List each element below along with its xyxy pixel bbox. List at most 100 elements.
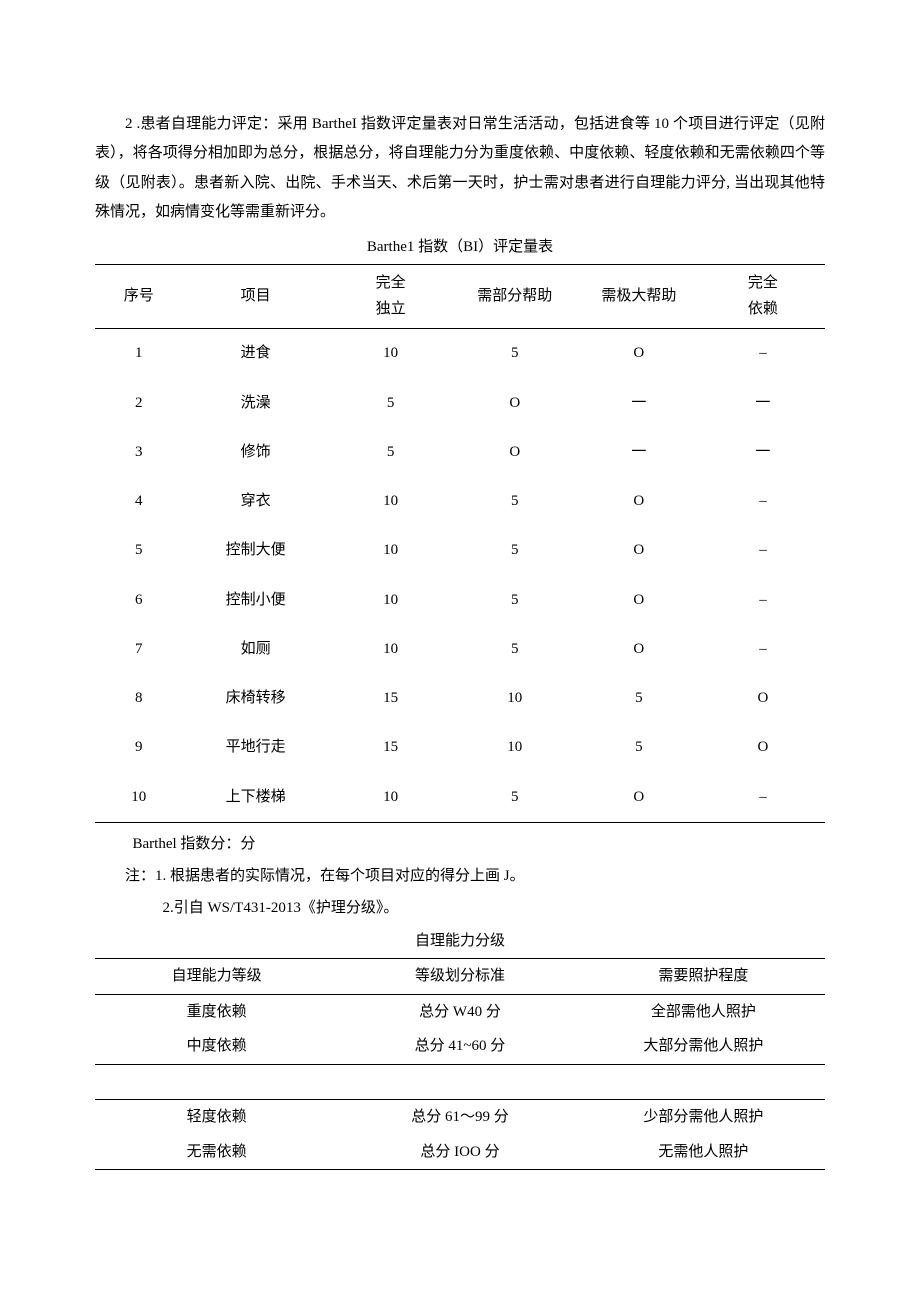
grade-th-level: 自理能力等级: [95, 959, 338, 995]
bi-cell-c1: 10: [329, 329, 453, 379]
bi-cell-c2: 5: [453, 477, 577, 526]
bi-cell-item: 如厕: [183, 625, 329, 674]
bi-cell-c3: O: [577, 625, 701, 674]
bi-cell-c3: 一: [577, 379, 701, 428]
bi-cell-c2: O: [453, 379, 577, 428]
table-row: 3修饰5O一一: [95, 428, 825, 477]
table-row: 5控制大便105O–: [95, 526, 825, 575]
bi-cell-c3: O: [577, 773, 701, 823]
table-row: 6控制小便105O–: [95, 576, 825, 625]
score-line: Barthel 指数分：分: [133, 829, 826, 859]
bi-cell-item: 上下楼梯: [183, 773, 329, 823]
bi-cell-c2: 5: [453, 625, 577, 674]
grade-cell-level: 中度依赖: [95, 1029, 338, 1064]
grade-cell-criteria: 总分 41~60 分: [338, 1029, 581, 1064]
bi-cell-num: 2: [95, 379, 183, 428]
grade-cell-criteria: 总分 IOO 分: [338, 1135, 581, 1170]
table-row: 中度依赖总分 41~60 分大部分需他人照护: [95, 1029, 825, 1064]
table-row: 8床椅转移15105O: [95, 674, 825, 723]
note-2: 2.引自 WS/T431-2013《护理分级》。: [163, 893, 826, 923]
grade-table-body: 重度依赖总分 W40 分全部需他人照护中度依赖总分 41~60 分大部分需他人照…: [95, 994, 825, 1170]
grade-cell-level: 无需依赖: [95, 1135, 338, 1170]
bi-cell-c1: 5: [329, 379, 453, 428]
bi-cell-item: 修饰: [183, 428, 329, 477]
bi-cell-c2: 5: [453, 526, 577, 575]
bi-cell-num: 8: [95, 674, 183, 723]
bi-table: 序号 项目 完全独立 需部分帮助 需极大帮助 完全依赖 1进食105O–2洗澡5…: [95, 264, 825, 823]
bi-cell-num: 5: [95, 526, 183, 575]
table-row: 4穿衣105O–: [95, 477, 825, 526]
bi-cell-c3: 5: [577, 674, 701, 723]
bi-cell-c1: 10: [329, 576, 453, 625]
grade-cell-level: 重度依赖: [95, 994, 338, 1029]
note-1: 注：1. 根据患者的实际情况，在每个项目对应的得分上画 J。: [125, 861, 825, 891]
bi-th-item: 项目: [183, 265, 329, 329]
bi-cell-c1: 15: [329, 674, 453, 723]
table-row: 7如厕105O–: [95, 625, 825, 674]
bi-cell-num: 6: [95, 576, 183, 625]
bi-th-c2: 需部分帮助: [453, 265, 577, 329]
bi-cell-item: 控制小便: [183, 576, 329, 625]
bi-cell-c2: 5: [453, 576, 577, 625]
bi-cell-num: 4: [95, 477, 183, 526]
table-row: 10上下楼梯105O–: [95, 773, 825, 823]
grade-table-title: 自理能力分级: [95, 927, 825, 956]
bi-cell-num: 9: [95, 723, 183, 772]
bi-cell-item: 控制大便: [183, 526, 329, 575]
bi-cell-num: 10: [95, 773, 183, 823]
bi-cell-c3: 5: [577, 723, 701, 772]
grade-cell-care: 无需他人照护: [582, 1135, 825, 1170]
bi-cell-c4: –: [701, 625, 825, 674]
table-row: 重度依赖总分 W40 分全部需他人照护: [95, 994, 825, 1029]
table-row: 无需依赖总分 IOO 分无需他人照护: [95, 1135, 825, 1170]
bi-cell-c1: 15: [329, 723, 453, 772]
bi-cell-item: 平地行走: [183, 723, 329, 772]
bi-th-c4: 完全依赖: [701, 265, 825, 329]
bi-cell-item: 洗澡: [183, 379, 329, 428]
bi-th-c3: 需极大帮助: [577, 265, 701, 329]
grade-cell-criteria: 总分 61～99 分: [338, 1100, 581, 1135]
table-row: 9平地行走15105O: [95, 723, 825, 772]
bi-cell-c2: 5: [453, 773, 577, 823]
bi-cell-c4: –: [701, 576, 825, 625]
grade-table-header-row: 自理能力等级 等级划分标准 需要照护程度: [95, 959, 825, 995]
bi-cell-c4: –: [701, 526, 825, 575]
bi-table-title: Barthe1 指数（BI）评定量表: [95, 233, 825, 262]
grade-separator: [95, 1064, 825, 1100]
bi-cell-item: 床椅转移: [183, 674, 329, 723]
bi-cell-item: 进食: [183, 329, 329, 379]
bi-cell-num: 7: [95, 625, 183, 674]
bi-cell-c4: O: [701, 723, 825, 772]
bi-cell-c1: 10: [329, 773, 453, 823]
bi-cell-num: 3: [95, 428, 183, 477]
grade-cell-care: 全部需他人照护: [582, 994, 825, 1029]
grade-cell-care: 大部分需他人照护: [582, 1029, 825, 1064]
bi-cell-c4: 一: [701, 428, 825, 477]
bi-cell-c3: O: [577, 329, 701, 379]
grade-th-criteria: 等级划分标准: [338, 959, 581, 995]
bi-cell-c1: 10: [329, 477, 453, 526]
bi-cell-c1: 5: [329, 428, 453, 477]
intro-paragraph: 2 .患者自理能力评定：采用 BartheI 指数评定量表对日常生活活动，包括进…: [95, 110, 825, 227]
bi-cell-c3: O: [577, 576, 701, 625]
bi-cell-c2: 5: [453, 329, 577, 379]
grade-cell-level: 轻度依赖: [95, 1100, 338, 1135]
bi-cell-num: 1: [95, 329, 183, 379]
grade-table: 自理能力等级 等级划分标准 需要照护程度 重度依赖总分 W40 分全部需他人照护…: [95, 958, 825, 1170]
grade-th-care: 需要照护程度: [582, 959, 825, 995]
bi-cell-c1: 10: [329, 625, 453, 674]
bi-cell-c2: 10: [453, 723, 577, 772]
bi-table-header-row: 序号 项目 完全独立 需部分帮助 需极大帮助 完全依赖: [95, 265, 825, 329]
bi-cell-c4: –: [701, 773, 825, 823]
bi-table-body: 1进食105O–2洗澡5O一一3修饰5O一一4穿衣105O–5控制大便105O–…: [95, 329, 825, 823]
grade-cell-criteria: 总分 W40 分: [338, 994, 581, 1029]
bi-cell-c4: –: [701, 477, 825, 526]
bi-cell-c3: O: [577, 477, 701, 526]
bi-cell-c4: 一: [701, 379, 825, 428]
bi-cell-c2: 10: [453, 674, 577, 723]
grade-cell-care: 少部分需他人照护: [582, 1100, 825, 1135]
table-row: 2洗澡5O一一: [95, 379, 825, 428]
bi-cell-c1: 10: [329, 526, 453, 575]
bi-th-num: 序号: [95, 265, 183, 329]
bi-th-c1: 完全独立: [329, 265, 453, 329]
